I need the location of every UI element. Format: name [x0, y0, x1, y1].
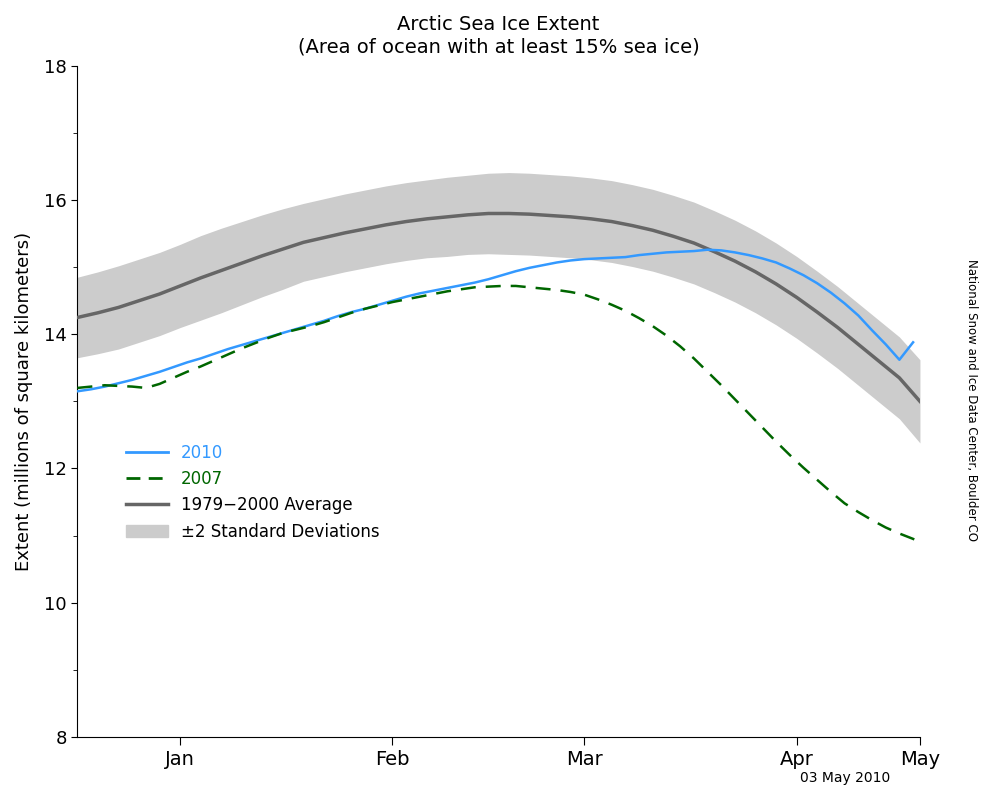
Text: 03 May 2010: 03 May 2010 [800, 771, 890, 786]
Title: Arctic Sea Ice Extent
(Area of ocean with at least 15% sea ice): Arctic Sea Ice Extent (Area of ocean wit… [298, 15, 700, 56]
Y-axis label: Extent (millions of square kilometers): Extent (millions of square kilometers) [15, 232, 33, 571]
Text: National Snow and Ice Data Center, Boulder CO: National Snow and Ice Data Center, Bould… [965, 259, 978, 541]
Legend: 2010, 2007, 1979−2000 Average, ±2 Standard Deviations: 2010, 2007, 1979−2000 Average, ±2 Standa… [119, 437, 386, 547]
